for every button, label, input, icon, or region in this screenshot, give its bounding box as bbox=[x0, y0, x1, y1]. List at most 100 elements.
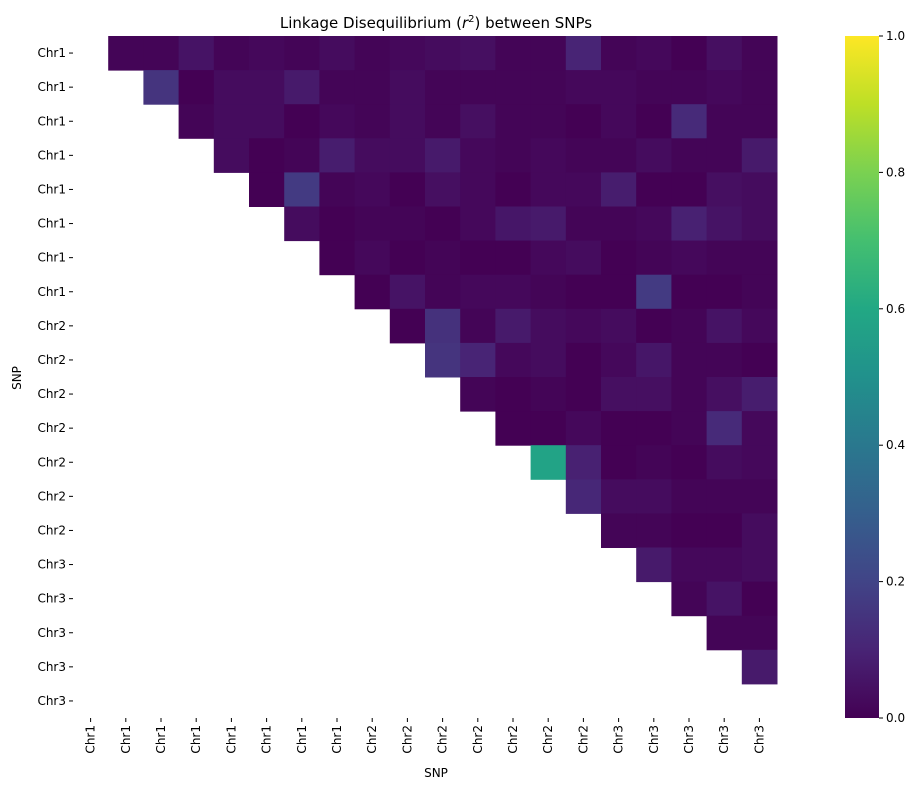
heatmap-cell bbox=[601, 479, 637, 514]
heatmap-cell bbox=[706, 615, 743, 651]
heatmap-cell bbox=[460, 342, 496, 378]
heatmap-cell bbox=[671, 411, 708, 446]
x-tick-label: Chr3 bbox=[717, 725, 731, 754]
heatmap-cell bbox=[565, 445, 602, 480]
heatmap-cell bbox=[741, 342, 778, 378]
heatmap-cell bbox=[741, 36, 778, 71]
colorbar-ticks: 0.0 0.2 0.4 0.6 0.8 1.0 bbox=[879, 29, 905, 725]
heatmap-cell bbox=[741, 513, 778, 548]
y-tick-label: Chr3 bbox=[37, 660, 66, 674]
chart-title: Linkage Disequilibrium (r2) between SNPs bbox=[280, 14, 592, 32]
heatmap-cell bbox=[389, 274, 426, 310]
y-tick-label: Chr2 bbox=[37, 353, 66, 367]
heatmap-cell bbox=[636, 240, 672, 276]
x-tick-label: Chr1 bbox=[154, 725, 168, 754]
heatmap-cell bbox=[565, 206, 602, 242]
title-var: r bbox=[462, 14, 469, 32]
x-tick-label: Chr1 bbox=[84, 725, 98, 754]
y-tick-label: Chr3 bbox=[37, 592, 66, 606]
y-tick-label: Chr1 bbox=[37, 114, 66, 128]
heatmap-cell bbox=[530, 445, 567, 480]
heatmap-cell bbox=[354, 240, 391, 276]
heatmap-cell bbox=[671, 240, 708, 276]
heatmap-cell bbox=[143, 36, 180, 71]
heatmap-cell bbox=[530, 274, 567, 310]
y-tick-label: Chr2 bbox=[37, 455, 66, 469]
heatmap-cell bbox=[565, 138, 602, 173]
heatmap-cell bbox=[601, 411, 637, 446]
heatmap-cell bbox=[671, 70, 708, 105]
heatmap-cell bbox=[425, 206, 461, 242]
heatmap-cell bbox=[425, 70, 461, 105]
heatmap-cell bbox=[425, 172, 461, 207]
heatmap-cell bbox=[636, 342, 672, 378]
heatmap-cell bbox=[495, 104, 532, 139]
heatmap-cell bbox=[706, 240, 743, 276]
heatmap-cell bbox=[706, 479, 743, 514]
y-tick-label: Chr1 bbox=[37, 148, 66, 162]
heatmap-cell bbox=[460, 274, 496, 310]
heatmap-cell bbox=[178, 36, 215, 71]
heatmap-cell bbox=[319, 172, 356, 207]
heatmap-cell bbox=[671, 513, 708, 548]
heatmap-cell bbox=[460, 240, 496, 276]
heatmap-cell bbox=[389, 240, 426, 276]
heatmap-cell bbox=[741, 377, 778, 412]
heatmap-cell bbox=[354, 36, 391, 71]
heatmap-cell bbox=[460, 308, 496, 344]
heatmap-cell bbox=[706, 36, 743, 71]
heatmap-cell bbox=[601, 342, 637, 378]
heatmap-cell bbox=[460, 36, 496, 71]
heatmap-cell bbox=[319, 206, 356, 242]
heatmap-cell bbox=[741, 581, 778, 617]
y-tick-label: Chr1 bbox=[37, 217, 66, 231]
heatmap-cell bbox=[671, 104, 708, 139]
heatmap-cell bbox=[636, 172, 672, 207]
heatmap-cell bbox=[495, 138, 532, 173]
heatmap-cell bbox=[460, 138, 496, 173]
heatmap-cell bbox=[425, 138, 461, 173]
heatmap-cell bbox=[601, 513, 637, 548]
heatmap-cell bbox=[601, 240, 637, 276]
heatmap-cell bbox=[706, 547, 743, 583]
heatmap-cell bbox=[671, 138, 708, 173]
heatmap-cell bbox=[636, 206, 672, 242]
heatmap-cell bbox=[565, 479, 602, 514]
colorbar-tick-label: 1.0 bbox=[886, 29, 905, 43]
heatmap-cell bbox=[425, 274, 461, 310]
heatmap-cell bbox=[741, 274, 778, 310]
heatmap-cell bbox=[741, 104, 778, 139]
y-tick-label: Chr1 bbox=[37, 182, 66, 196]
heatmap-cell bbox=[249, 172, 285, 207]
heatmap-cell bbox=[460, 172, 496, 207]
x-tick-label: Chr2 bbox=[365, 725, 379, 754]
heatmap-cell bbox=[213, 36, 250, 71]
heatmap-cell bbox=[460, 104, 496, 139]
heatmap-cell bbox=[741, 547, 778, 583]
y-tick-label: Chr2 bbox=[37, 319, 66, 333]
heatmap-cell bbox=[671, 274, 708, 310]
heatmap-cell bbox=[460, 377, 496, 412]
heatmap-cell bbox=[601, 172, 637, 207]
heatmap-cell bbox=[565, 172, 602, 207]
heatmap-cell bbox=[389, 206, 426, 242]
heatmap-cell bbox=[530, 206, 567, 242]
heatmap-cell bbox=[495, 70, 532, 105]
heatmap-cell bbox=[565, 104, 602, 139]
heatmap-cell bbox=[636, 70, 672, 105]
heatmap-cell bbox=[706, 206, 743, 242]
heatmap-cell bbox=[249, 70, 285, 105]
heatmap-cell bbox=[178, 70, 215, 105]
heatmap-cell bbox=[530, 411, 567, 446]
heatmap-cell bbox=[495, 308, 532, 344]
heatmap-cell bbox=[530, 138, 567, 173]
heatmap-cell bbox=[319, 138, 356, 173]
heatmap-cell bbox=[213, 138, 250, 173]
heatmap-cell bbox=[741, 70, 778, 105]
heatmap-cell bbox=[601, 104, 637, 139]
y-axis-label: SNP bbox=[10, 366, 24, 390]
heatmap-cell bbox=[671, 206, 708, 242]
heatmap-cell bbox=[671, 445, 708, 480]
heatmap-cell bbox=[741, 411, 778, 446]
colorbar-tick-label: 0.0 bbox=[886, 711, 905, 725]
